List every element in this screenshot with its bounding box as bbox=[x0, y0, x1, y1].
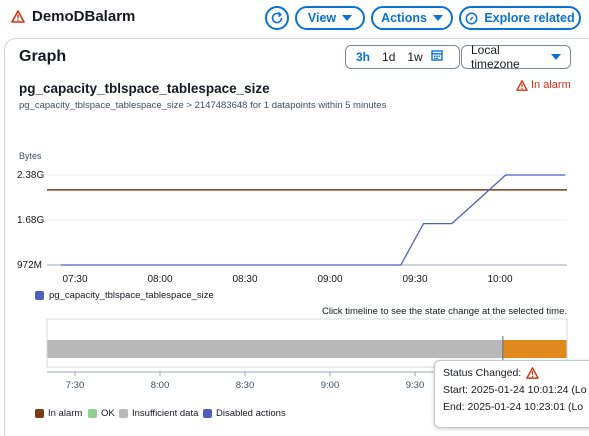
status-changed-popover: Status Changed: Start: 2025-01-24 10:01:… bbox=[434, 360, 589, 428]
popover-start-label: Start: bbox=[443, 384, 469, 396]
x-tick-label: 07:30 bbox=[62, 274, 88, 285]
metric-title: pg_capacity_tblspace_tablespace_size bbox=[19, 81, 270, 96]
actions-button-label: Actions bbox=[381, 11, 427, 25]
period-3h[interactable]: 3h bbox=[356, 50, 371, 64]
popover-start-row: Start: 2025-01-24 10:01:24 (Lo bbox=[443, 384, 589, 396]
popover-title: Status Changed: bbox=[443, 367, 522, 379]
timeline-legend-insufficient: Insufficient data bbox=[119, 408, 198, 419]
y-tick-label: 972M bbox=[17, 260, 43, 271]
timeline-tick-label: 8:30 bbox=[235, 380, 255, 391]
legend-swatch bbox=[119, 409, 128, 418]
timeline-tick-label: 8:00 bbox=[150, 380, 170, 391]
y-axis-unit: Bytes bbox=[19, 151, 42, 161]
warning-icon bbox=[11, 10, 25, 28]
series-line bbox=[60, 174, 566, 266]
page-header: DemoDBalarm View Actions Explore related bbox=[0, 0, 589, 36]
caret-down-icon bbox=[432, 15, 443, 21]
x-tick-label: 09:30 bbox=[402, 274, 428, 285]
legend-swatch bbox=[88, 409, 97, 418]
timezone-select[interactable]: Local timezone bbox=[461, 43, 571, 71]
warning-icon bbox=[516, 79, 528, 91]
x-tick-label: 08:00 bbox=[147, 274, 173, 285]
explore-related-button[interactable]: Explore related bbox=[459, 6, 581, 30]
caret-down-icon bbox=[342, 15, 353, 21]
warning-icon bbox=[526, 367, 540, 379]
alarm-status-badge: In alarm bbox=[516, 79, 571, 91]
popover-start-value: 2025-01-24 10:01:24 (Lo bbox=[471, 384, 587, 396]
timeline-frame bbox=[46, 318, 568, 368]
popover-end-value: 2025-01-24 10:23:01 (Lo bbox=[467, 401, 584, 413]
view-button-label: View bbox=[307, 11, 337, 25]
caret-down-icon bbox=[551, 54, 561, 60]
x-tick-label: 10:00 bbox=[487, 274, 513, 285]
graph-heading: Graph bbox=[19, 48, 67, 65]
alarm-status-label: In alarm bbox=[531, 79, 571, 91]
actions-button[interactable]: Actions bbox=[371, 6, 453, 30]
timeline-tick-label: 7:30 bbox=[65, 380, 85, 391]
refresh-icon bbox=[271, 11, 283, 24]
legend-swatch bbox=[203, 409, 212, 418]
timeline-legend-in-alarm: In alarm bbox=[35, 408, 82, 419]
timeline-hint: Click timeline to see the state change a… bbox=[321, 306, 567, 317]
timeline-insufficient-segment bbox=[47, 340, 503, 358]
chart-legend-item[interactable]: pg_capacity_tblspace_tablespace_size bbox=[35, 290, 214, 301]
legend-label: In alarm bbox=[48, 408, 83, 419]
popover-end-row: End: 2025-01-24 10:23:01 (Lo bbox=[443, 401, 589, 413]
page-title: DemoDBalarm bbox=[32, 8, 136, 25]
compass-icon bbox=[465, 12, 478, 24]
period-1w[interactable]: 1w bbox=[407, 50, 423, 64]
timezone-value: Local timezone bbox=[471, 43, 520, 71]
x-tick-label: 08:30 bbox=[232, 274, 258, 285]
explore-related-label: Explore related bbox=[484, 11, 575, 25]
x-tick-label: 09:00 bbox=[317, 274, 343, 285]
legend-label: Disabled actions bbox=[216, 408, 286, 419]
popover-end-label: End: bbox=[443, 401, 465, 413]
metric-description: pg_capacity_tblspace_tablespace_size > 2… bbox=[19, 100, 387, 111]
legend-swatch bbox=[35, 409, 44, 418]
view-button[interactable]: View bbox=[295, 6, 365, 30]
y-tick-label: 1.68G bbox=[17, 215, 45, 226]
timeline-legend-ok: OK bbox=[88, 408, 115, 419]
time-range-selector: 3h 1d 1w bbox=[345, 45, 460, 69]
legend-swatch bbox=[35, 291, 44, 300]
period-1d[interactable]: 1d bbox=[382, 50, 396, 64]
timeline-tick-label: 9:30 bbox=[405, 380, 425, 391]
calendar-icon[interactable] bbox=[431, 48, 443, 66]
legend-label: pg_capacity_tblspace_tablespace_size bbox=[49, 290, 214, 301]
legend-label: Insufficient data bbox=[132, 408, 199, 419]
timeline-alarm-segment bbox=[502, 340, 567, 358]
refresh-button[interactable] bbox=[265, 6, 289, 30]
y-tick-label: 2.38G bbox=[17, 170, 45, 181]
timeline-legend-disabled: Disabled actions bbox=[203, 408, 286, 419]
timeline-tick-label: 9:00 bbox=[320, 380, 340, 391]
legend-label: OK bbox=[101, 408, 115, 419]
